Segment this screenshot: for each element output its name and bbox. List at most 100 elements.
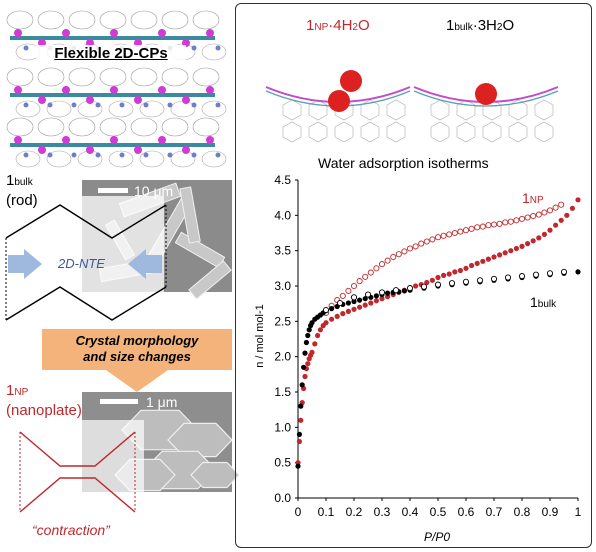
- data-point-series-0: [519, 243, 525, 249]
- mol-ring: [482, 121, 502, 143]
- data-point-series-0: [309, 349, 315, 355]
- bulk-formula: 1bulk·3H2O: [446, 17, 514, 34]
- data-point-series-0: [362, 302, 368, 308]
- data-point-series-0: [441, 272, 447, 278]
- data-point-series-0: [457, 267, 463, 274]
- x-tick-label: 0.1: [318, 505, 335, 519]
- lattice-node: [191, 45, 197, 51]
- data-point-series-1: [429, 236, 436, 243]
- lattice-node: [206, 136, 214, 144]
- data-point-series-0: [547, 227, 553, 233]
- data-point-series-0: [329, 316, 335, 322]
- lattice-node: [215, 102, 221, 108]
- x-tick-label: 0.5: [430, 505, 447, 519]
- zigzag-np: [18, 420, 144, 524]
- data-point-series-1: [502, 219, 509, 226]
- lattice-node: [14, 136, 22, 144]
- lattice-ring: [68, 10, 96, 30]
- mol-ring: [334, 121, 354, 143]
- x-tick-label: 0.6: [458, 505, 475, 519]
- data-point-series-0: [564, 212, 570, 218]
- data-point-series-1: [496, 220, 503, 227]
- data-point-series-2: [301, 364, 307, 370]
- lattice-ring: [130, 67, 158, 87]
- data-point-series-3: [476, 277, 484, 284]
- data-point-series-1: [552, 204, 559, 211]
- data-point-series-2: [362, 296, 368, 302]
- lattice-node: [134, 146, 142, 154]
- banner-line-2: and size changes: [83, 349, 191, 364]
- lattice-node: [62, 29, 70, 37]
- data-point-series-3: [546, 270, 554, 277]
- data-point-series-1: [384, 257, 391, 264]
- data-point-series-3: [532, 271, 540, 278]
- ntE-label: 2D-NTE: [58, 256, 105, 271]
- data-point-series-1: [434, 234, 442, 241]
- lattice-node: [110, 86, 118, 94]
- data-point-series-1: [530, 212, 537, 220]
- data-point-series-3: [336, 299, 344, 307]
- lattice-node: [206, 29, 214, 37]
- np-label-form: (nanoplate): [6, 402, 82, 419]
- data-point-series-1: [524, 214, 531, 221]
- data-point-series-1: [462, 227, 470, 234]
- lattice-node: [158, 29, 166, 37]
- lattice-ring: [37, 117, 65, 137]
- lattice-node: [119, 152, 125, 158]
- data-point-series-1: [412, 243, 419, 250]
- data-point-series-1: [378, 261, 386, 268]
- lattice-ring: [161, 10, 189, 30]
- lattice-ring: [68, 117, 96, 137]
- data-point-series-1: [485, 222, 492, 229]
- x-tick-label: 0.9: [542, 505, 559, 519]
- lattice-node: [206, 86, 214, 94]
- data-point-series-1: [451, 229, 458, 237]
- sem-plate: [190, 461, 240, 489]
- lattice-ring: [6, 67, 34, 87]
- data-point-series-0: [485, 256, 491, 262]
- data-point-series-2: [305, 332, 311, 339]
- mol-chain: [413, 90, 559, 107]
- crystal-structure-image: [6, 4, 227, 168]
- lattice-node: [191, 152, 197, 158]
- data-point-series-1: [345, 287, 352, 294]
- lattice-ring: [130, 117, 158, 137]
- lattice-ring: [6, 117, 34, 137]
- x-axis-label: P/P0: [424, 530, 451, 544]
- data-point-series-0: [345, 308, 351, 314]
- data-point-series-0: [469, 262, 475, 269]
- data-point-series-2: [298, 403, 304, 409]
- lattice-ring: [139, 150, 165, 168]
- lattice-ring: [99, 117, 127, 137]
- data-point-series-0: [541, 231, 548, 237]
- data-point-series-1: [546, 207, 554, 214]
- y-tick-label: 4.0: [274, 208, 291, 222]
- lattice-node: [95, 102, 101, 108]
- mol-ring: [308, 99, 328, 121]
- x-tick-label: 0.7: [486, 505, 503, 519]
- y-tick-label: 3.5: [274, 244, 291, 258]
- data-point-series-2: [373, 293, 379, 299]
- y-tick-label: 1.5: [274, 385, 291, 399]
- mol-ring: [386, 99, 406, 121]
- data-point-series-0: [508, 248, 514, 254]
- bulk-label-sub: bulk: [14, 177, 33, 188]
- data-point-series-1: [457, 228, 464, 235]
- sem-rod: [188, 260, 232, 300]
- water-sphere-1: [340, 70, 362, 92]
- data-point-series-0: [491, 254, 497, 260]
- lattice-ring: [108, 100, 134, 118]
- lattice-ring: [108, 150, 134, 168]
- data-point-series-1: [356, 278, 363, 285]
- sem-plate: [167, 422, 233, 458]
- lattice-ring: [201, 150, 227, 168]
- water-sphere-2: [328, 90, 350, 112]
- data-point-series-1: [535, 211, 542, 218]
- y-tick-label: 2.5: [274, 314, 291, 328]
- data-point-series-1: [518, 215, 526, 222]
- data-point-series-2: [401, 288, 407, 294]
- data-point-series-2: [329, 306, 335, 312]
- mol-ring: [360, 121, 380, 143]
- lattice-node: [158, 86, 166, 94]
- data-point-series-1: [558, 201, 565, 208]
